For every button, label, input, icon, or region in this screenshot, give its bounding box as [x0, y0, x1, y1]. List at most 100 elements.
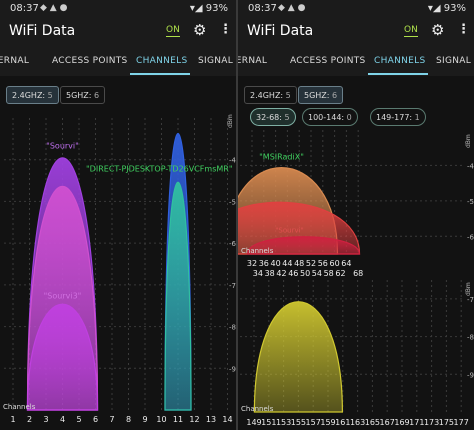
- more-vert-icon[interactable]: ⋮: [457, 22, 470, 37]
- x-tick-label: 56: [318, 259, 328, 268]
- x-tick-label: 155: [291, 418, 306, 427]
- tab-bar: TERNAL ACCESS POINTS CHANNELS SIGNAL: [238, 46, 474, 76]
- tab-channels[interactable]: CHANNELS: [374, 56, 426, 66]
- tab-indicator: [130, 73, 190, 75]
- network-curve: [26, 303, 99, 411]
- network-label: "MSIRadiX": [259, 152, 304, 161]
- y-tick-label: -90: [229, 365, 236, 373]
- gear-icon[interactable]: ⚙: [193, 21, 207, 39]
- x-tick-label: 151: [261, 418, 276, 427]
- x-tick-label: 54: [312, 269, 322, 278]
- app-title: WiFi Data: [247, 23, 314, 39]
- x-tick-label: 171: [409, 418, 424, 427]
- x-tick-label: 7: [109, 415, 114, 424]
- x-tick-label: 11: [173, 415, 183, 424]
- left-pane: 08:37 ◆ ▲ ● ▾◢ 93% WiFi Data ON ⚙ ⋮ TERN…: [0, 0, 236, 430]
- x-tick-label: 64: [341, 259, 351, 268]
- range-chip-149-177[interactable]: 149-177: 1: [370, 108, 426, 126]
- x-tick-label: 62: [335, 269, 345, 278]
- x-tick-label: 161: [335, 418, 350, 427]
- status-bar: 08:37 ◆ ▲ ● ▾◢ 93%: [238, 0, 474, 18]
- y-tick-label: -40: [467, 162, 474, 170]
- band-chip-5ghz[interactable]: 5GHZ: 6: [60, 86, 106, 104]
- status-bar: 08:37 ◆ ▲ ● ▾◢ 93%: [0, 0, 236, 18]
- x-tick-label: 177: [454, 418, 469, 427]
- x-tick-label: 58: [324, 269, 334, 278]
- status-right: ▾◢ 93%: [428, 3, 466, 14]
- band-chip-2ghz[interactable]: 2.4GHZ: 5: [6, 86, 59, 104]
- x-tick-label: 173: [424, 418, 439, 427]
- axis-title: Channels: [3, 403, 36, 411]
- y-tick-label: -40: [229, 157, 236, 165]
- x-tick-label: 1: [10, 415, 15, 424]
- x-tick-label: 44: [282, 259, 292, 268]
- tab-external[interactable]: TERNAL: [238, 56, 268, 66]
- notification-icons: ◆ ▲ ●: [40, 3, 68, 13]
- x-tick-label: 153: [276, 418, 291, 427]
- x-tick-label: 175: [439, 418, 454, 427]
- network-label: "DIRECT-PJDESKTOP-TD26VCFmsMR": [86, 164, 233, 173]
- tab-bar: TERNAL ACCESS POINTS CHANNELS SIGNAL: [0, 46, 236, 76]
- tab-access-points[interactable]: ACCESS POINTS: [52, 56, 128, 66]
- y-tick-label: -60: [229, 240, 236, 248]
- x-tick-label: 40: [271, 259, 281, 268]
- channel-chart-5ghz-high: -70-80-90dBmChannels14915115315515715916…: [240, 280, 474, 427]
- signal-icon: ▾◢: [427, 3, 444, 14]
- tab-access-points[interactable]: ACCESS POINTS: [290, 56, 366, 66]
- battery-label: 93%: [443, 3, 466, 14]
- x-tick-label: 167: [380, 418, 395, 427]
- app-title: WiFi Data: [9, 23, 76, 39]
- x-tick-label: 149: [246, 418, 261, 427]
- network-label: "Sourvi": [275, 226, 304, 234]
- on-toggle[interactable]: ON: [166, 25, 180, 37]
- y-unit-label: dBm: [465, 282, 472, 296]
- signal-icon: ▾◢: [189, 3, 206, 14]
- band-chip-2ghz[interactable]: 2.4GHZ: 5: [244, 86, 297, 104]
- axis-title: Channels: [241, 247, 274, 255]
- x-tick-label: 13: [206, 415, 216, 424]
- network-label: "Sourvi3": [44, 292, 82, 301]
- x-tick-label: 165: [365, 418, 380, 427]
- range-chip-100-144[interactable]: 100-144: 0: [302, 108, 358, 126]
- x-tick-label: 3: [43, 415, 48, 424]
- x-tick-label: 163: [350, 418, 365, 427]
- network-curve: [253, 301, 344, 413]
- x-tick-label: 60: [330, 259, 340, 268]
- y-tick-label: -70: [229, 282, 236, 290]
- x-tick-label: 2: [27, 415, 32, 424]
- x-tick-label: 14: [222, 415, 232, 424]
- status-right: ▾◢ 93%: [190, 3, 228, 14]
- status-time: 08:37: [248, 3, 277, 14]
- more-vert-icon[interactable]: ⋮: [219, 22, 232, 37]
- split-divider[interactable]: [236, 0, 238, 430]
- x-tick-label: 169: [394, 418, 409, 427]
- app-bar: WiFi Data ON ⚙ ⋮: [238, 18, 474, 46]
- on-toggle[interactable]: ON: [404, 25, 418, 37]
- x-tick-label: 10: [156, 415, 166, 424]
- gear-icon[interactable]: ⚙: [431, 21, 445, 39]
- y-tick-label: -80: [229, 324, 236, 332]
- axis-title: Channels: [241, 405, 274, 413]
- right-pane: 08:37 ◆ ▲ ● ▾◢ 93% WiFi Data ON ⚙ ⋮ TERN…: [238, 0, 474, 430]
- tab-external[interactable]: TERNAL: [0, 56, 30, 66]
- x-tick-label: 36: [259, 259, 269, 268]
- tab-indicator: [368, 73, 428, 75]
- x-tick-label: 4: [60, 415, 65, 424]
- y-tick-label: -50: [467, 198, 474, 206]
- y-tick-label: -70: [467, 296, 474, 304]
- x-tick-label: 32: [247, 259, 257, 268]
- x-tick-label: 42: [276, 269, 286, 278]
- band-chip-5ghz[interactable]: 5GHZ: 6: [298, 86, 344, 104]
- tab-channels[interactable]: CHANNELS: [136, 56, 188, 66]
- tab-signal[interactable]: SIGNAL: [198, 56, 234, 66]
- range-chip-32-68[interactable]: 32-68: 5: [250, 108, 296, 126]
- x-tick-label: 12: [189, 415, 199, 424]
- battery-label: 93%: [205, 3, 228, 14]
- y-unit-label: dBm: [227, 114, 234, 128]
- y-tick-label: -60: [467, 233, 474, 241]
- app-bar: WiFi Data ON ⚙ ⋮: [0, 18, 236, 46]
- x-tick-label: 46: [288, 269, 298, 278]
- tab-signal[interactable]: SIGNAL: [436, 56, 472, 66]
- x-tick-label: 5: [76, 415, 81, 424]
- network-curve: [164, 181, 192, 411]
